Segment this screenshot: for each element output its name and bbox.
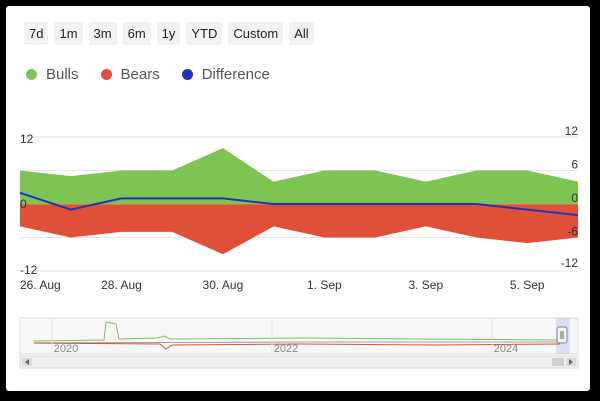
legend-label-bears: Bears [120, 66, 160, 83]
legend-item-bears[interactable]: Bears [100, 66, 160, 83]
range-ytd-button[interactable]: YTD [186, 22, 223, 45]
difference-swatch [181, 69, 193, 80]
range-6m-button[interactable]: 6m [122, 22, 151, 45]
right-axis-label-1: 6 [571, 158, 578, 172]
legend-item-difference[interactable]: Difference [181, 66, 270, 83]
navigator-year-label-1: 2022 [274, 343, 298, 355]
bears-area [20, 204, 578, 255]
scrollbar-thumb[interactable] [552, 358, 564, 366]
x-axis-label-5: 5. Sep [510, 278, 545, 292]
difference-line [19, 191, 579, 217]
right-axis-label-2: 0 [571, 191, 578, 205]
legend-item-bulls[interactable]: Bulls [26, 66, 79, 83]
scrollbar-track[interactable] [19, 355, 579, 369]
navigator-year-label-0: 2020 [54, 343, 78, 355]
x-axis-label-2: 30. Aug [203, 278, 244, 292]
chevron-left-icon [25, 359, 29, 365]
right-axis-label-4: -12 [561, 256, 579, 270]
chart-legend: Bulls Bears Difference [26, 66, 270, 83]
range-custom-button[interactable]: Custom [228, 22, 284, 45]
range-selector: 7d 1m 3m 6m 1y YTD Custom All [24, 22, 314, 45]
x-axis-label-1: 28. Aug [101, 278, 142, 292]
legend-label-difference: Difference [201, 66, 270, 83]
navigator-frame [19, 317, 579, 355]
chevron-right-icon [569, 359, 573, 365]
navigator-difference-line [33, 341, 560, 344]
bulls-swatch [26, 69, 37, 80]
x-axis-label-3: 1. Sep [307, 278, 342, 292]
bulls-area [20, 148, 578, 204]
navigator-year-label-2: 2024 [494, 343, 518, 355]
right-axis-label-3: -6 [567, 225, 578, 239]
left-axis-label-2: -12 [20, 263, 38, 277]
range-3m-button[interactable]: 3m [88, 22, 117, 45]
navigator-handle[interactable] [556, 326, 568, 344]
left-axis-label-1: 0 [20, 197, 27, 211]
range-7d-button[interactable]: 7d [24, 22, 49, 45]
x-axis-label-4: 3. Sep [408, 278, 443, 292]
navigator-bears-line [33, 342, 561, 350]
navigator-bulls-line [33, 321, 561, 342]
range-1y-button[interactable]: 1y [156, 22, 181, 45]
legend-label-bulls: Bulls [46, 66, 79, 83]
right-axis-label-0: 12 [565, 124, 579, 138]
x-axis-label-0: 26. Aug [20, 278, 61, 292]
left-axis-label-0: 12 [20, 132, 34, 146]
range-all-button[interactable]: All [289, 22, 314, 45]
range-1m-button[interactable]: 1m [54, 22, 83, 45]
bears-swatch [100, 69, 112, 80]
